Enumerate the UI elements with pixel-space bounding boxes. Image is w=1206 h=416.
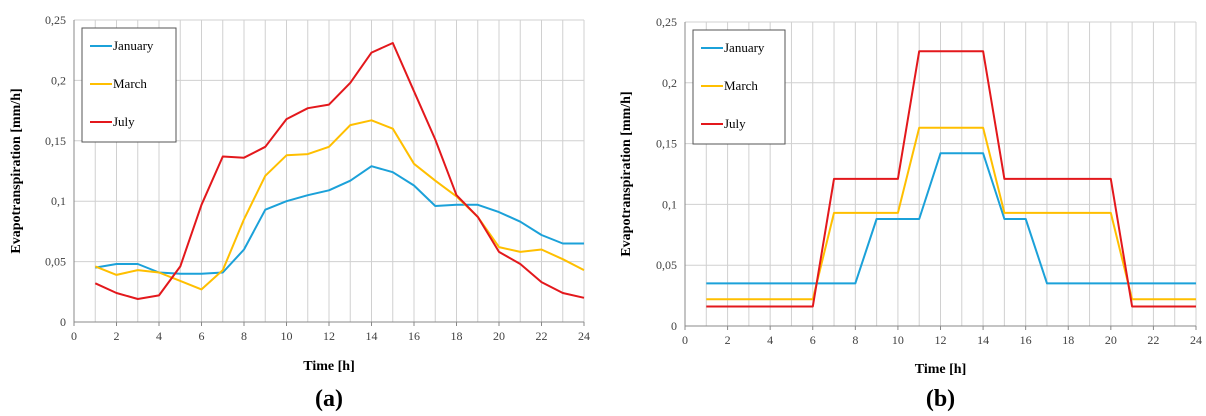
x-tick-label: 4 <box>767 333 773 347</box>
x-tick-label: 16 <box>408 329 420 343</box>
legend-label-march: March <box>113 76 147 91</box>
y-tick-label: 0,05 <box>45 255 66 269</box>
series-line-january <box>95 165 584 275</box>
x-tick-label: 18 <box>1062 333 1074 347</box>
legend-label-march: March <box>724 78 758 93</box>
y-tick-label: 0,1 <box>51 194 66 208</box>
x-tick-label: 20 <box>1105 333 1117 347</box>
x-tick-label: 10 <box>892 333 904 347</box>
x-tick-label: 14 <box>366 329 378 343</box>
x-tick-label: 4 <box>156 329 162 343</box>
series-line-march <box>706 126 1196 301</box>
x-tick-label: 24 <box>1190 333 1202 347</box>
x-tick-label: 6 <box>199 329 205 343</box>
legend-label-july: July <box>113 114 135 129</box>
y-tick-label: 0,2 <box>51 73 66 87</box>
x-tick-label: 22 <box>1147 333 1159 347</box>
series-line-march <box>94 119 585 291</box>
series-line-july <box>706 50 1196 308</box>
x-tick-label: 18 <box>451 329 463 343</box>
x-tick-label: 22 <box>536 329 548 343</box>
y-tick-label: 0,1 <box>662 197 677 211</box>
y-axis-title: Evapotranspiration [mm/h] <box>619 91 634 256</box>
x-tick-label: 20 <box>493 329 505 343</box>
x-axis-title: Time [h] <box>915 362 966 377</box>
legend-label-january: January <box>113 38 154 53</box>
x-tick-label: 0 <box>71 329 77 343</box>
y-tick-label: 0,2 <box>662 76 677 90</box>
legend: January March July <box>692 29 786 145</box>
y-tick-label: 0 <box>671 319 677 333</box>
legend: January March July <box>81 27 177 143</box>
series-line-january <box>706 152 1196 285</box>
x-tick-label: 10 <box>281 329 293 343</box>
y-tick-label: 0 <box>60 315 66 329</box>
y-tick-label: 0,15 <box>45 134 66 148</box>
y-axis-title: Evapotranspiration [mm/h] <box>9 88 24 253</box>
y-tick-label: 0,05 <box>656 258 677 272</box>
y-tick-label: 0,25 <box>45 13 66 27</box>
chart-panel-b: 00,050,10,150,20,250 2 4 6 8 10 12 14 16 18 20 22 24… <box>619 15 1202 412</box>
legend-label-july: July <box>724 116 746 131</box>
chart-panel-a: 00,050,10,150,20,250 2 4 6 8 10 12 14 16 18 20 22 24… <box>9 13 590 412</box>
y-tick-label: 0,15 <box>656 137 677 151</box>
legend-label-january: January <box>724 40 765 55</box>
x-tick-label: 8 <box>852 333 858 347</box>
y-tick-label: 0,25 <box>656 15 677 29</box>
x-tick-label: 16 <box>1020 333 1032 347</box>
panel-label: (b) <box>926 386 955 412</box>
x-tick-label: 2 <box>725 333 731 347</box>
x-tick-label: 12 <box>323 329 335 343</box>
x-tick-label: 24 <box>578 329 590 343</box>
x-axis-title: Time [h] <box>303 359 354 374</box>
x-tick-label: 0 <box>682 333 688 347</box>
x-tick-label: 6 <box>810 333 816 347</box>
panel-label: (a) <box>315 386 343 412</box>
x-tick-label: 8 <box>241 329 247 343</box>
x-tick-label: 2 <box>114 329 120 343</box>
x-tick-label: 14 <box>977 333 989 347</box>
series-line-july <box>94 42 585 300</box>
x-tick-label: 12 <box>935 333 947 347</box>
